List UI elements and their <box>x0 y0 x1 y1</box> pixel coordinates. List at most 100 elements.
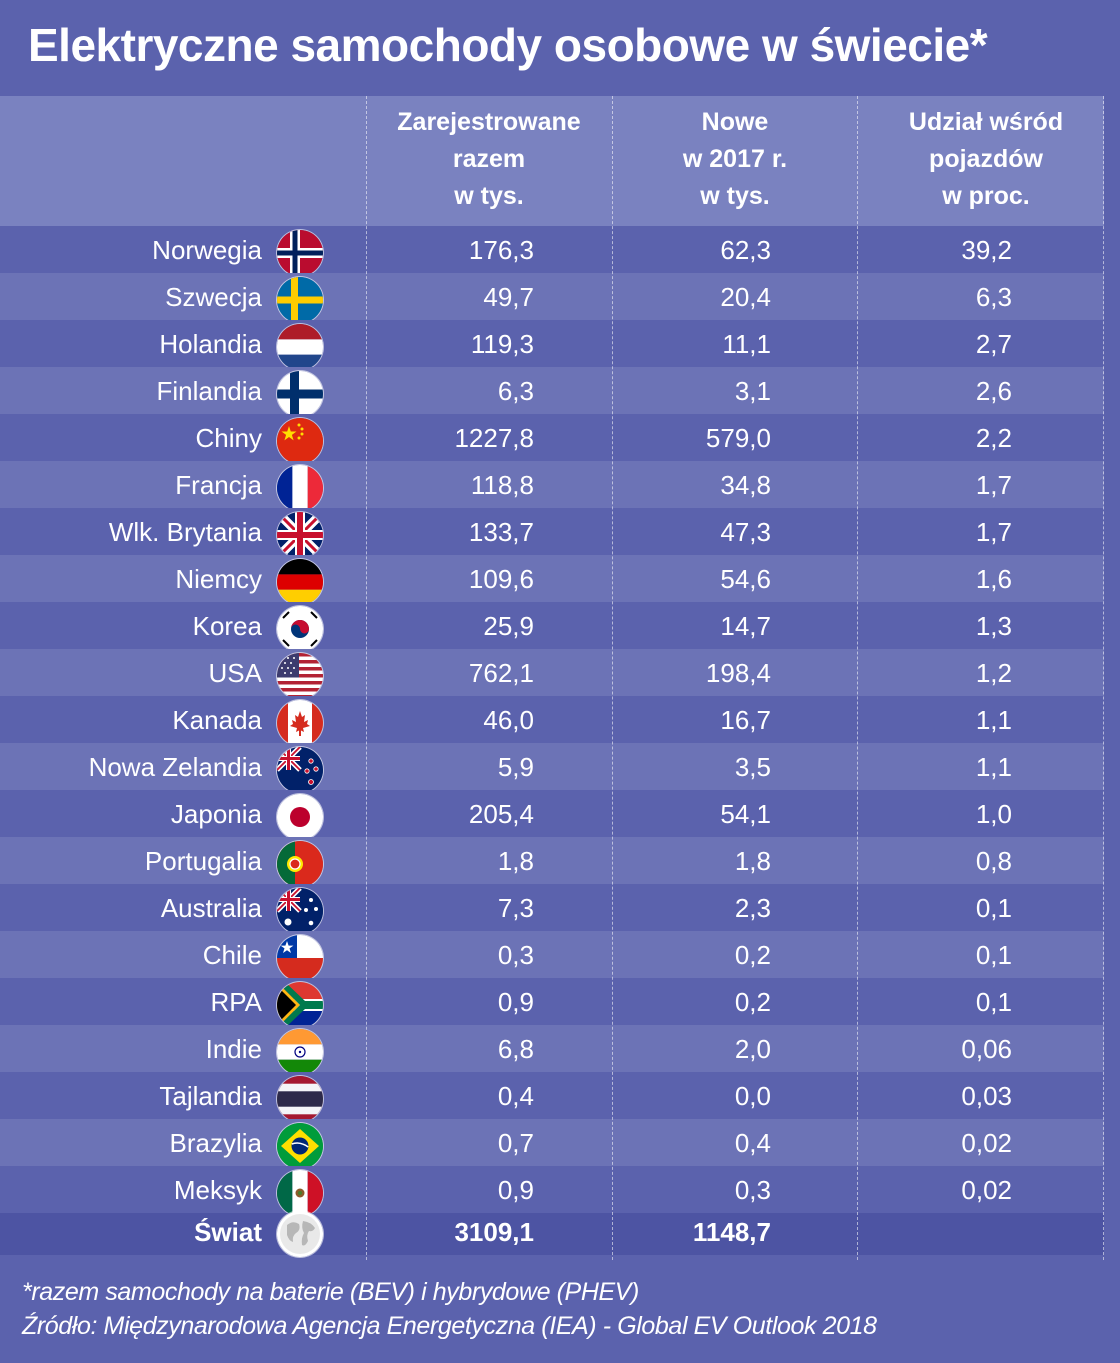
registered-value: 1,8 <box>497 846 534 876</box>
share-value: 1,1 <box>975 705 1012 735</box>
country-name: Chile <box>202 940 262 970</box>
country-name: Brazylia <box>169 1128 262 1158</box>
mexico-flag-icon <box>277 1170 323 1216</box>
india-flag-icon <box>277 1029 323 1075</box>
table-row: Francja 118,8 34,8 1,7 <box>0 461 1104 511</box>
table-row: Szwecja 49,7 20,4 6,3 <box>0 273 1104 323</box>
country-name: Chiny <box>195 423 262 453</box>
country-name: Japonia <box>170 799 262 829</box>
country-name: Norwegia <box>152 235 262 265</box>
share-value: 2,7 <box>975 329 1012 359</box>
table-row: Kanada 46,0 16,7 1,1 <box>0 696 1104 746</box>
share-value: 0,1 <box>975 940 1012 970</box>
norway-flag-icon <box>277 230 323 276</box>
share-value: 0,06 <box>961 1034 1012 1064</box>
table-row: Brazylia 0,7 0,4 0,02 <box>0 1119 1104 1169</box>
share-value: 0,02 <box>961 1128 1012 1158</box>
share-value: 0,02 <box>961 1175 1012 1205</box>
new-2017-value: 54,1 <box>720 799 771 829</box>
column-header-line: pojazdów <box>929 145 1043 173</box>
share-value: 1,2 <box>975 658 1012 688</box>
portugal-flag-icon <box>277 841 323 887</box>
registered-value: 119,3 <box>470 329 534 359</box>
germany-flag-icon <box>277 559 323 605</box>
new-2017-value: 1148,7 <box>692 1217 771 1247</box>
country-name: Tajlandia <box>159 1081 262 1111</box>
table-row: Tajlandia 0,4 0,0 0,03 <box>0 1072 1104 1122</box>
new-2017-value: 198,4 <box>705 658 771 688</box>
column-header-line: w proc. <box>942 182 1030 210</box>
table-body: Norwegia 176,3 62,3 39,2 Szwecja 49,7 20,4 6,3 H… <box>0 226 1104 1257</box>
share-value: 0,1 <box>975 893 1012 923</box>
country-name: Nowa Zelandia <box>88 752 262 782</box>
footnote-source: Źródło: Międzynarodowa Agencja Energetyc… <box>22 1312 877 1340</box>
chile-flag-icon <box>277 935 323 981</box>
new-2017-value: 1,8 <box>734 846 771 876</box>
new-2017-value: 47,3 <box>720 517 771 547</box>
netherlands-flag-icon <box>277 324 323 370</box>
column-divider <box>857 96 858 1260</box>
share-value: 0,8 <box>975 846 1012 876</box>
share-value: 1,6 <box>975 564 1012 594</box>
table-row: Finlandia 6,3 3,1 2,6 <box>0 367 1104 417</box>
registered-value: 5,9 <box>497 752 534 782</box>
table-row: Holandia 119,3 11,1 2,7 <box>0 320 1104 370</box>
country-name: RPA <box>210 987 262 1017</box>
column-header-line: Zarejestrowane <box>397 108 581 136</box>
new-2017-value: 62,3 <box>720 235 771 265</box>
finland-flag-icon <box>277 371 323 417</box>
new-2017-value: 34,8 <box>720 470 771 500</box>
column-header-line: w tys. <box>700 182 770 210</box>
new-2017-value: 0,3 <box>734 1175 771 1205</box>
registered-value: 0,7 <box>497 1128 534 1158</box>
new-2017-value: 0,4 <box>734 1128 771 1158</box>
new-2017-value: 3,5 <box>734 752 771 782</box>
column-divider <box>612 96 613 1260</box>
australia-flag-icon <box>277 888 323 934</box>
new-2017-value: 0,2 <box>734 987 771 1017</box>
table-row: Portugalia 1,8 1,8 0,8 <box>0 837 1104 887</box>
country-name: Kanada <box>172 705 262 735</box>
table-row: Chiny 1227,8 579,0 2,2 <box>0 414 1104 464</box>
registered-value: 6,8 <box>497 1034 534 1064</box>
country-name: Korea <box>192 611 262 641</box>
chart-title: Elektryczne samochody osobowe w świecie* <box>28 19 988 71</box>
thailand-flag-icon <box>277 1076 323 1122</box>
new-2017-value: 579,0 <box>705 423 771 453</box>
table-row: RPA 0,9 0,2 0,1 <box>0 978 1104 1028</box>
column-divider <box>1103 96 1104 1260</box>
table-row: Norwegia 176,3 62,3 39,2 <box>0 226 1104 276</box>
country-name: Świat <box>194 1217 262 1247</box>
registered-value: 762,1 <box>468 658 534 688</box>
country-name: Niemcy <box>175 564 262 594</box>
share-value: 0,1 <box>975 987 1012 1017</box>
column-header-line: w 2017 r. <box>682 145 788 173</box>
japan-flag-icon <box>277 794 323 840</box>
share-value: 1,0 <box>975 799 1012 829</box>
column-header-line: razem <box>452 145 526 173</box>
column-header-line: w tys. <box>454 182 524 210</box>
table-row: Niemcy 109,6 54,6 1,6 <box>0 555 1104 605</box>
country-name: Szwecja <box>165 282 262 312</box>
china-flag-icon <box>277 418 323 464</box>
share-value: 1,1 <box>975 752 1012 782</box>
registered-value: 3109,1 <box>454 1217 534 1247</box>
country-name: Holandia <box>159 329 262 359</box>
korea-flag-icon <box>277 606 323 652</box>
registered-value: 133,7 <box>468 517 534 547</box>
country-name: Francja <box>175 470 262 500</box>
globe-icon <box>277 1211 323 1257</box>
uk-flag-icon <box>277 512 323 558</box>
new-2017-value: 20,4 <box>720 282 771 312</box>
registered-value: 6,3 <box>497 376 534 406</box>
country-name: Indie <box>205 1034 262 1064</box>
country-name: Wlk. Brytania <box>108 517 262 547</box>
south-africa-flag-icon <box>277 982 323 1028</box>
table-row: Australia 7,3 2,3 0,1 <box>0 884 1104 934</box>
country-name: Portugalia <box>144 846 262 876</box>
new-2017-value: 2,3 <box>734 893 771 923</box>
registered-value: 0,9 <box>497 987 534 1017</box>
new-2017-value: 0,2 <box>734 940 771 970</box>
table-header: Zarejestrowane razem w tys. Nowe w 2017 … <box>0 96 1104 226</box>
footnote-definition: *razem samochody na baterie (BEV) i hybr… <box>22 1278 639 1306</box>
